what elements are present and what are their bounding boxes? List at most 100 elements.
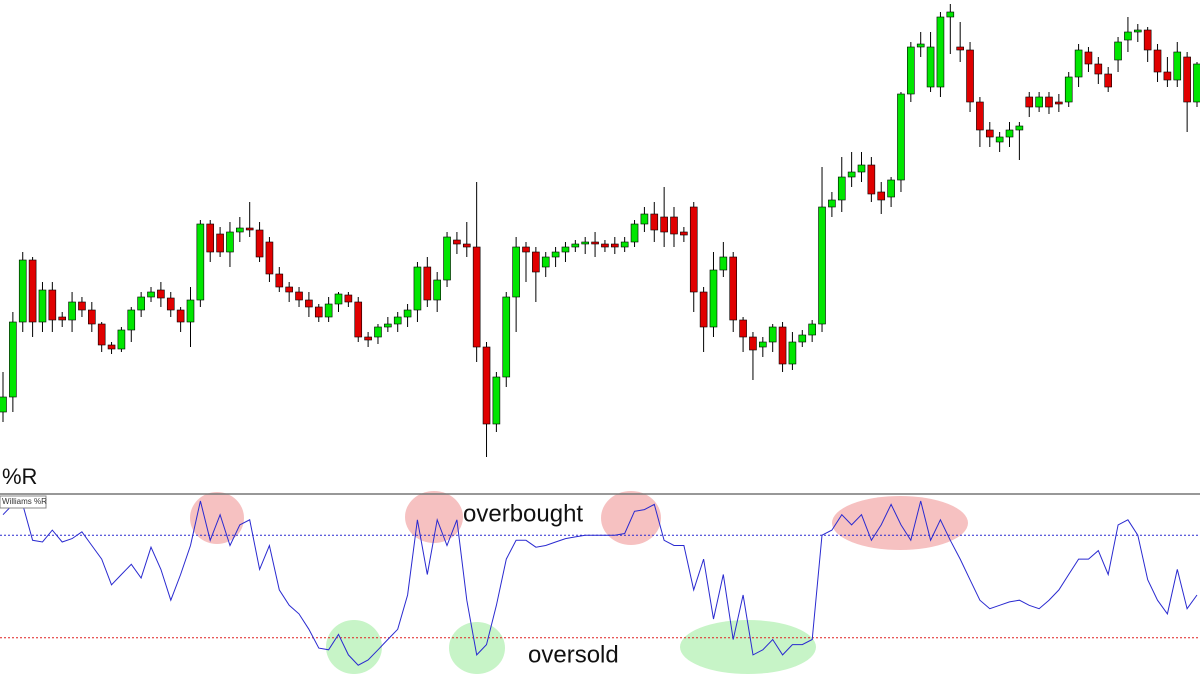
candle-body	[48, 289, 57, 321]
legend-box	[0, 495, 47, 509]
candle-body	[68, 301, 76, 321]
candle-body	[9, 321, 17, 398]
candle-body	[1114, 41, 1122, 61]
candle-body	[946, 11, 955, 18]
candle-body	[384, 323, 392, 328]
candle-body	[285, 286, 293, 293]
candle-body	[985, 129, 994, 138]
candle-body	[660, 216, 668, 233]
candle-body	[166, 297, 175, 311]
candle-body	[1005, 129, 1014, 138]
candle-body	[38, 289, 47, 323]
candle-body	[1025, 96, 1034, 108]
candle-body	[443, 236, 451, 281]
candle-body	[18, 259, 27, 323]
candle-body	[97, 323, 106, 346]
candle-body	[88, 309, 96, 325]
candle-body	[117, 329, 126, 350]
candle-body	[630, 223, 639, 243]
candle-body	[1035, 96, 1043, 108]
candle-body	[127, 309, 136, 331]
candle-body	[176, 309, 185, 323]
candle-body	[344, 294, 353, 303]
candle-body	[808, 323, 816, 336]
candle-body	[1133, 29, 1142, 33]
candle-body	[1074, 49, 1083, 78]
candle-body	[78, 301, 86, 311]
candle-body	[1163, 71, 1172, 81]
candle-body	[719, 256, 728, 271]
candle-body	[798, 334, 807, 343]
candle-body	[1124, 31, 1132, 41]
candle-body	[837, 176, 846, 201]
candle-body	[1064, 76, 1073, 103]
candle-body	[966, 49, 974, 103]
candle-body	[1094, 63, 1103, 75]
candle-body	[28, 259, 37, 323]
candle-body	[1045, 96, 1053, 108]
candle-body	[1104, 73, 1112, 88]
candle-body	[137, 296, 145, 311]
candle-body	[995, 136, 1004, 143]
candle-body	[1173, 51, 1182, 81]
candle-body	[1084, 51, 1093, 65]
candle-body	[403, 309, 412, 318]
candle-body	[640, 213, 649, 225]
candle-body	[1183, 56, 1191, 103]
candle-body	[236, 227, 244, 233]
candle-body	[857, 164, 866, 173]
candle-body	[581, 241, 589, 245]
candle-body	[295, 291, 303, 301]
candle-body	[650, 213, 659, 231]
candle-body	[453, 239, 461, 245]
panel-title: %R	[2, 464, 37, 489]
candle-body	[433, 279, 441, 301]
candle-body	[818, 206, 826, 325]
candle-body	[847, 171, 856, 178]
candle-body	[423, 266, 432, 301]
oversold-zone	[680, 620, 816, 674]
candle-body	[413, 266, 422, 311]
candle-body	[670, 216, 678, 235]
candle-body	[561, 246, 570, 253]
overbought-zone	[190, 492, 244, 544]
candle-body	[976, 101, 984, 131]
candle-body	[206, 223, 215, 253]
candle-body	[551, 251, 560, 258]
candle-body	[512, 246, 520, 298]
candle-body	[107, 344, 116, 350]
candle-body	[601, 243, 609, 248]
candle-body	[1153, 49, 1162, 73]
candle-body	[916, 43, 925, 48]
candle-body	[887, 179, 895, 198]
candle-body	[196, 223, 205, 301]
candle-body	[1143, 29, 1152, 51]
annotation: overbought	[463, 500, 583, 527]
candle-body	[472, 246, 481, 348]
candle-body	[216, 233, 224, 253]
candle-body	[729, 256, 738, 321]
candle-body	[926, 46, 935, 88]
candle-body	[907, 46, 915, 95]
candle-body	[1055, 101, 1063, 105]
candle-body	[393, 316, 402, 325]
candle-body	[314, 306, 323, 318]
candle-body	[265, 241, 274, 275]
candle-body	[749, 336, 757, 351]
candle-body	[462, 243, 471, 248]
oversold-zone	[449, 622, 505, 674]
candle-body	[1193, 63, 1200, 103]
candle-body	[788, 341, 797, 365]
candle-body	[689, 206, 698, 293]
candle-body	[571, 243, 580, 248]
candle-body	[275, 273, 284, 288]
candle-body	[680, 231, 688, 236]
candle-body	[147, 291, 155, 298]
candle-body	[897, 93, 905, 181]
candle-body	[492, 376, 501, 425]
candle-body	[354, 301, 363, 338]
candle-body	[334, 293, 343, 305]
candle-body	[591, 241, 599, 245]
